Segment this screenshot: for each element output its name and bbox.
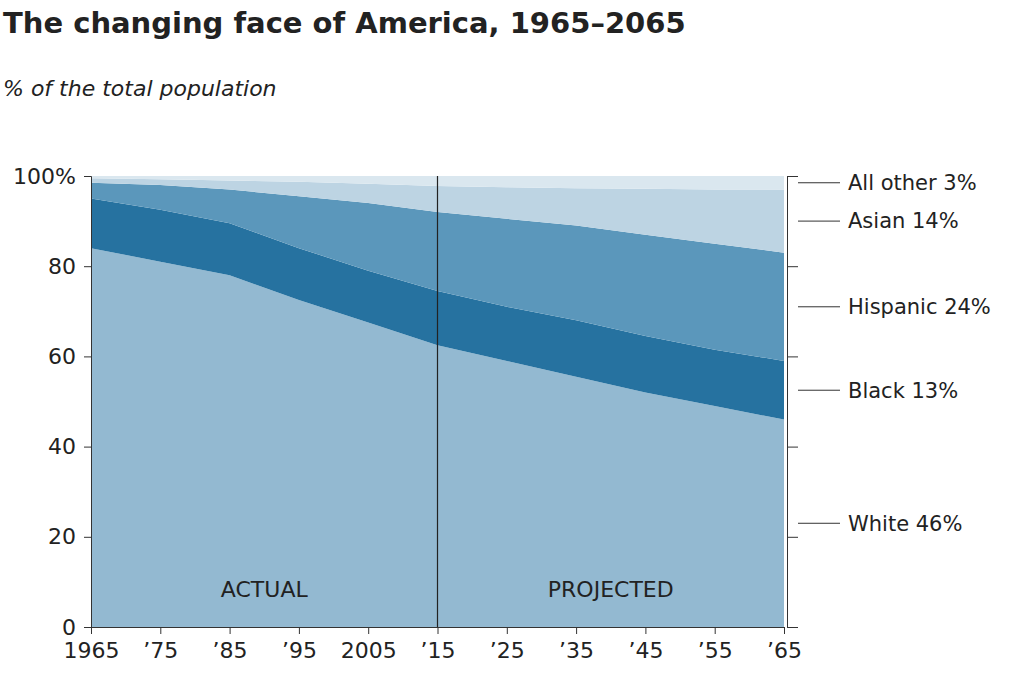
x-tick: ’35 (559, 627, 594, 663)
y-tick-mark (84, 537, 91, 538)
subtitle: % of the total population (3, 76, 277, 101)
y-right-tick-mark (787, 447, 798, 448)
y-axis: 0 20 40 60 80 100% (13, 164, 91, 640)
y-axis-right (787, 177, 798, 628)
y-right-tick-mark (787, 627, 798, 628)
x-tick-label: ’55 (698, 638, 733, 663)
x-tick-mark (299, 627, 300, 634)
chart: The changing face of America, 1965–2065%… (0, 0, 1024, 682)
x-tick-label: ’25 (490, 638, 525, 663)
x-tick: ’15 (421, 627, 456, 663)
series-label: White 46% (848, 512, 962, 536)
y-tick-label: 20 (48, 524, 76, 549)
x-tick: 2005 (341, 627, 397, 663)
x-tick: ’25 (490, 627, 525, 663)
section-label: PROJECTED (548, 577, 674, 602)
x-tick: ’75 (143, 627, 178, 663)
x-tick-label: ’95 (282, 638, 317, 663)
y-right-tick-mark (787, 537, 798, 538)
x-tick-mark (507, 627, 508, 634)
x-tick-label: ’75 (143, 638, 178, 663)
y-axis-right-line (787, 177, 788, 628)
leader-line (798, 182, 840, 183)
x-tick-mark (784, 627, 785, 634)
leader-line (798, 221, 840, 222)
x-tick-mark (160, 627, 161, 634)
y-right-tick (787, 356, 798, 357)
leader-line (798, 306, 840, 307)
projection-divider (437, 176, 438, 627)
title: The changing face of America, 1965–2065 (3, 6, 686, 40)
y-tick: 0 (62, 615, 91, 640)
y-right-tick-mark (787, 266, 798, 267)
y-right-tick (787, 176, 798, 177)
y-tick: 20 (48, 524, 91, 549)
x-tick-label: ’15 (421, 638, 456, 663)
x-tick: ’85 (213, 627, 248, 663)
y-right-tick-mark (787, 356, 798, 357)
y-tick-label: 40 (48, 434, 76, 459)
x-tick-label: ’85 (213, 638, 248, 663)
y-tick-label: 100% (13, 164, 76, 189)
y-tick-mark (84, 356, 91, 357)
series-label: All other 3% (848, 171, 977, 195)
y-right-tick (787, 447, 798, 448)
x-axis-line (92, 628, 785, 635)
y-tick: 60 (48, 344, 91, 369)
leader-line (798, 523, 840, 524)
leader-line (798, 390, 840, 391)
x-tick: ’45 (628, 627, 663, 663)
y-right-tick (787, 266, 798, 267)
y-tick: 100% (13, 164, 91, 189)
x-tick-mark (645, 627, 646, 634)
x-tick: ’95 (282, 627, 317, 663)
y-right-tick (787, 537, 798, 538)
x-tick-mark (576, 627, 577, 634)
y-tick-mark (84, 447, 91, 448)
y-right-tick (787, 627, 798, 628)
y-tick: 80 (48, 254, 91, 279)
y-tick-mark (84, 627, 91, 628)
y-right-tick-mark (787, 176, 798, 177)
y-tick-label: 60 (48, 344, 76, 369)
x-tick-label: 2005 (341, 638, 397, 663)
x-tick-label: ’35 (559, 638, 594, 663)
x-tick-label: ’65 (767, 638, 802, 663)
series-label: Black 13% (848, 379, 958, 403)
x-tick-mark (230, 627, 231, 634)
x-tick: ’55 (698, 627, 733, 663)
x-tick-mark (91, 627, 92, 634)
x-tick-label: ’45 (628, 638, 663, 663)
x-tick-label: 1965 (64, 638, 120, 663)
x-tick: 1965 (64, 627, 120, 663)
section-label: ACTUAL (221, 577, 309, 602)
x-tick-mark (438, 627, 439, 634)
y-tick-label: 80 (48, 254, 76, 279)
x-tick: ’65 (767, 627, 802, 663)
y-tick-label: 0 (62, 615, 76, 640)
y-tick: 40 (48, 434, 91, 459)
y-axis-line (84, 177, 92, 628)
y-tick-mark (84, 266, 91, 267)
x-tick-mark (715, 627, 716, 634)
x-tick-mark (368, 627, 369, 634)
x-axis: 1965 ’75 ’85 ’95 2005 ’15 ’25 ’35 ’45 ’55 ’65 (64, 627, 803, 663)
series-label: Asian 14% (848, 209, 959, 233)
y-tick-mark (84, 176, 91, 177)
series-label: Hispanic 24% (848, 295, 991, 319)
plot-area (91, 176, 784, 627)
